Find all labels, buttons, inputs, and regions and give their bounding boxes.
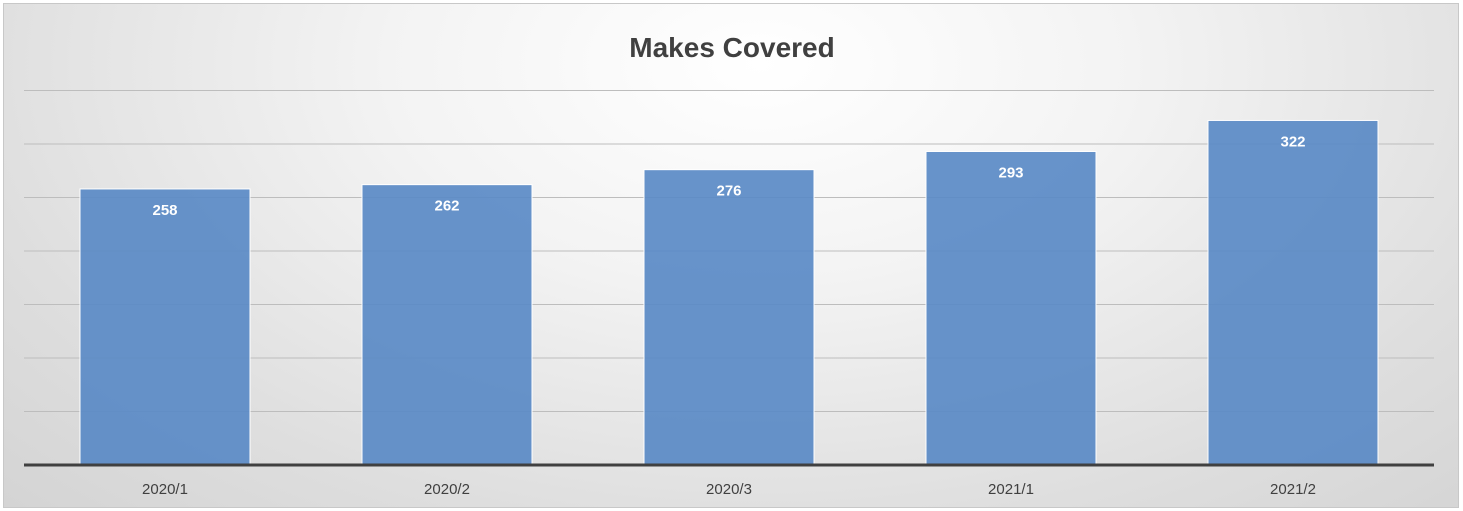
data-label: 293	[998, 164, 1023, 181]
data-label: 276	[716, 183, 741, 200]
bars	[79, 119, 1379, 466]
chart-area: 258 262 276 293 322 2020/1 2020/2 2020/3 2021/1…	[3, 3, 1459, 508]
bar-2020/3	[643, 169, 815, 466]
bar-2021/2	[1207, 119, 1379, 466]
bar-2020/2	[361, 184, 533, 466]
bar-2021/1	[925, 150, 1097, 466]
x-tick-label: 2020/1	[142, 481, 188, 498]
chart-title: Makes Covered	[629, 32, 834, 63]
x-tick-label: 2021/2	[1270, 481, 1316, 498]
bar-2020/1	[79, 188, 251, 466]
bar-chart: 258 262 276 293 322 2020/1 2020/2 2020/3 2021/1…	[24, 32, 1434, 498]
x-tick-label: 2020/2	[424, 481, 470, 498]
x-tick-label: 2021/1	[988, 481, 1034, 498]
data-labels: 258 262 276 293 322	[152, 133, 1305, 218]
data-label: 258	[152, 202, 177, 219]
data-label: 322	[1280, 133, 1305, 150]
x-tick-labels: 2020/1 2020/2 2020/3 2021/1 2021/2	[142, 481, 1316, 498]
x-tick-label: 2020/3	[706, 481, 752, 498]
data-label: 262	[434, 198, 459, 215]
